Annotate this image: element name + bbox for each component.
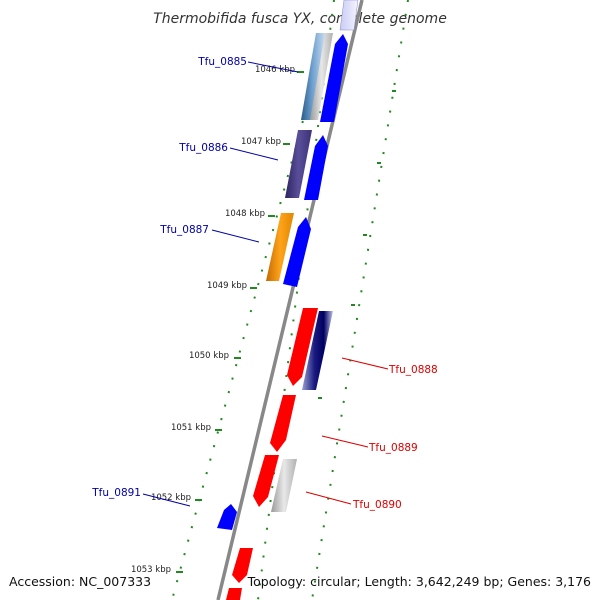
tick-label-1046: 1046 kbp xyxy=(255,65,295,75)
tick-label-1048: 1048 kbp xyxy=(225,209,265,219)
gene-tfu-0887-cog xyxy=(266,213,294,281)
gene-label-tfu-0889[interactable]: Tfu_0889 xyxy=(368,442,418,454)
accession-text: Accession: NC_007333 xyxy=(9,574,151,589)
tick-label-1053: 1053 kbp xyxy=(131,565,171,575)
topology-summary: Topology: circular; Length: 3,642,249 bp… xyxy=(247,574,591,589)
gene-tfu-0887-forward[interactable] xyxy=(283,217,311,287)
scale-ticks xyxy=(176,71,304,573)
tick-label-1052: 1052 kbp xyxy=(151,493,191,503)
gene-label-tfu-0885[interactable]: Tfu_0885 xyxy=(197,56,247,68)
tick-label-1050: 1050 kbp xyxy=(189,351,229,361)
gene-label-tfu-0890[interactable]: Tfu_0890 xyxy=(352,499,402,511)
gene-tfu-0886-forward[interactable] xyxy=(304,135,328,200)
gene-feature-faded xyxy=(339,0,359,31)
tick-label-1049: 1049 kbp xyxy=(207,281,247,291)
gene-feature-lower-1 xyxy=(232,548,253,583)
genome-backbone xyxy=(216,0,364,600)
gene-label-tfu-0886[interactable]: Tfu_0886 xyxy=(178,142,228,154)
gene-tfu-0888-reverse[interactable] xyxy=(287,308,318,386)
gene-tfu-0885-cog xyxy=(301,33,326,120)
genome-title: Thermobifida fusca YX, complete genome xyxy=(153,11,447,27)
gene-tfu-0891-forward[interactable] xyxy=(217,504,237,530)
gene-tfu-0886-cog xyxy=(285,130,312,198)
gene-tfu-0885-hit xyxy=(310,33,333,120)
gene-tfu-0889-reverse[interactable] xyxy=(270,395,296,452)
gene-label-tfu-0888[interactable]: Tfu_0888 xyxy=(388,364,438,376)
gene-tfu-0885-forward[interactable] xyxy=(320,34,348,122)
tick-label-1047: 1047 kbp xyxy=(241,137,281,147)
gene-label-leaders xyxy=(142,61,389,507)
gene-tfu-0890-cog xyxy=(271,459,297,512)
gc-dash-marks xyxy=(318,90,396,399)
gene-label-tfu-0891[interactable]: Tfu_0891 xyxy=(91,487,141,499)
gene-tfu-0890-reverse[interactable] xyxy=(253,455,279,507)
gene-feature-lower-2 xyxy=(226,588,242,600)
tick-label-1051: 1051 kbp xyxy=(171,423,211,433)
gene-tfu-0888-cog xyxy=(302,311,333,390)
gene-label-tfu-0887[interactable]: Tfu_0887 xyxy=(159,224,209,236)
